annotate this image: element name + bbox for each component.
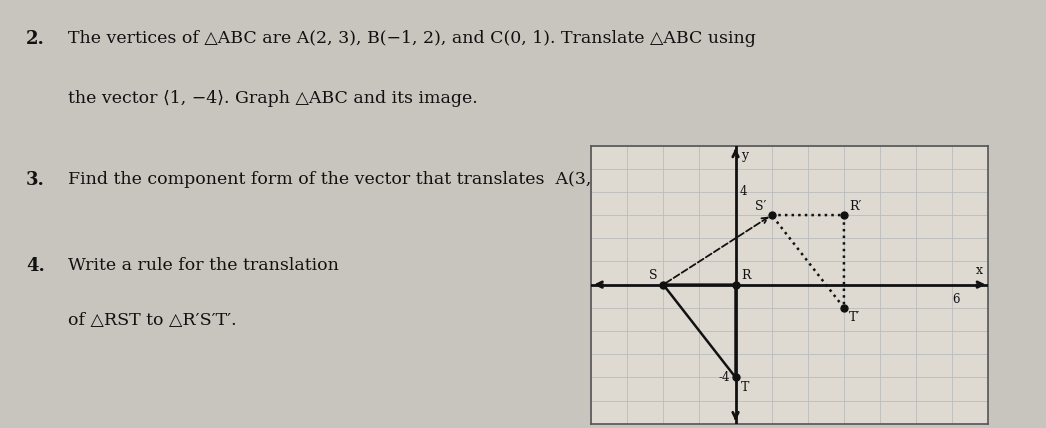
- Text: Find the component form of the vector that translates  A(3, −2) to A′(−1, 4).: Find the component form of the vector th…: [68, 171, 741, 188]
- Text: T′: T′: [849, 311, 861, 324]
- Text: The vertices of △ABC are A(2, 3), B(−1, 2), and C(0, 1). Translate △ABC using: The vertices of △ABC are A(2, 3), B(−1, …: [68, 30, 756, 47]
- Text: Write a rule for the translation: Write a rule for the translation: [68, 257, 339, 274]
- Text: of △RST to △R′S′T′.: of △RST to △R′S′T′.: [68, 312, 236, 330]
- Text: -4: -4: [719, 371, 730, 384]
- Text: x: x: [976, 264, 983, 276]
- Text: 4.: 4.: [26, 257, 45, 275]
- Text: y: y: [741, 149, 748, 162]
- Text: the vector ⟨1, −4⟩. Graph △ABC and its image.: the vector ⟨1, −4⟩. Graph △ABC and its i…: [68, 90, 478, 107]
- Text: S: S: [650, 269, 658, 282]
- Text: R: R: [741, 269, 750, 282]
- Text: T: T: [741, 381, 749, 394]
- Text: S′: S′: [755, 200, 767, 213]
- Text: 3.: 3.: [26, 171, 45, 189]
- Text: 2.: 2.: [26, 30, 45, 48]
- Text: R′: R′: [849, 200, 862, 213]
- Text: 6: 6: [952, 293, 959, 306]
- Text: 4: 4: [740, 185, 747, 199]
